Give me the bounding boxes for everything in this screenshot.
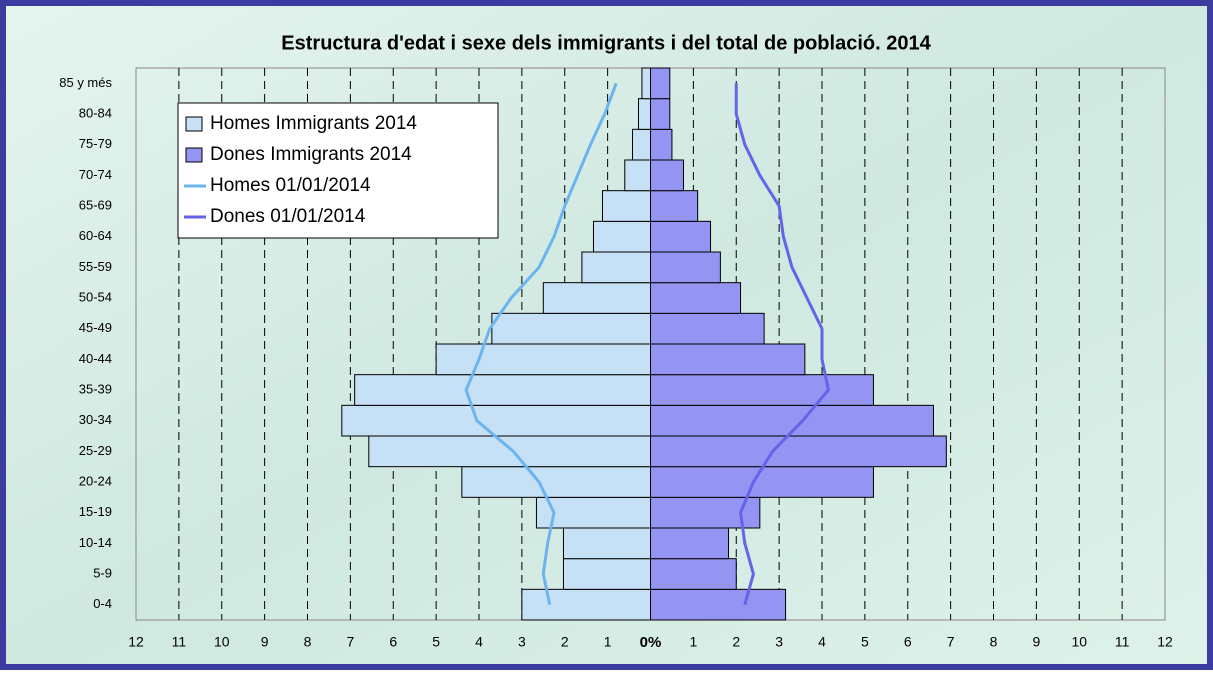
x-tick-label: 8	[990, 634, 998, 650]
x-tick-label: 10	[1071, 634, 1087, 650]
chart-title: Estructura d'edat i sexe dels immigrants…	[281, 32, 931, 54]
x-tick-label: 6	[389, 634, 397, 650]
y-tick-label: 35-39	[79, 381, 112, 396]
x-tick-label: 3	[518, 634, 526, 650]
bar	[632, 129, 650, 160]
legend: Homes Immigrants 2014 Dones Immigrants 20…	[178, 103, 498, 238]
x-tick-label: 11	[1115, 634, 1130, 650]
bar	[651, 344, 805, 375]
bar	[651, 283, 741, 314]
bar	[651, 160, 684, 191]
x-tick-label: 3	[775, 634, 783, 650]
bar	[563, 528, 650, 559]
bar	[651, 313, 765, 344]
bar	[651, 589, 786, 620]
x-tick-label: 12	[1157, 634, 1173, 650]
bar	[355, 375, 651, 406]
bar	[651, 375, 874, 406]
x-tick-label: 1	[604, 634, 612, 650]
y-tick-label: 55-59	[79, 259, 112, 274]
y-tick-label: 80-84	[79, 105, 112, 120]
x-tick-label: 0%	[640, 634, 662, 651]
x-tick-label: 11	[172, 634, 187, 650]
x-tick-label: 6	[904, 634, 912, 650]
x-tick-label: 2	[732, 634, 740, 650]
bar	[492, 313, 651, 344]
x-tick-label: 8	[304, 634, 312, 650]
x-tick-label: 4	[818, 634, 826, 650]
y-tick-label: 60-64	[79, 228, 112, 243]
bar	[642, 68, 651, 99]
y-tick-label: 50-54	[79, 289, 112, 304]
bar	[651, 252, 721, 283]
x-tick-label: 5	[432, 634, 440, 650]
x-tick-label: 9	[261, 634, 269, 650]
y-tick-label: 30-34	[79, 412, 112, 427]
bar	[651, 467, 874, 498]
bar	[436, 344, 650, 375]
x-tick-label: 7	[947, 634, 955, 650]
bar	[651, 129, 672, 160]
bar	[563, 559, 650, 590]
x-tick-label: 12	[128, 634, 144, 650]
bar	[651, 436, 947, 467]
y-tick-label: 65-69	[79, 197, 112, 212]
bar	[543, 283, 650, 314]
y-tick-label: 10-14	[79, 535, 112, 550]
y-tick-label: 0-4	[93, 596, 112, 611]
y-tick-label: 75-79	[79, 136, 112, 151]
x-tick-label: 9	[1032, 634, 1040, 650]
bar	[462, 467, 651, 498]
bar	[582, 252, 651, 283]
y-tick-label: 20-24	[79, 473, 112, 488]
bar	[593, 221, 650, 252]
bar	[651, 68, 670, 99]
y-tick-label: 40-44	[79, 351, 112, 366]
bar	[651, 191, 698, 222]
bar	[522, 589, 651, 620]
x-tick-label: 1	[689, 634, 697, 650]
y-tick-label: 25-29	[79, 443, 112, 458]
y-tick-label: 45-49	[79, 320, 112, 335]
legend-label: Dones 01/01/2014	[210, 206, 366, 227]
x-tick-label: 10	[214, 634, 230, 650]
bar	[369, 436, 651, 467]
y-tick-label: 70-74	[79, 167, 112, 182]
y-tick-label: 15-19	[79, 504, 112, 519]
bar	[651, 221, 711, 252]
x-tick-label: 4	[475, 634, 483, 650]
bar	[625, 160, 651, 191]
legend-swatch	[186, 148, 202, 162]
chart: Estructura d'edat i sexe dels immigrants…	[0, 0, 1213, 670]
legend-label: Homes 01/01/2014	[210, 175, 371, 196]
y-tick-label: 85 y més	[59, 75, 112, 90]
y-tick-label: 5-9	[93, 565, 112, 580]
page: Estructura d'edat i sexe dels immigrants…	[0, 0, 1213, 675]
bar	[651, 99, 670, 130]
legend-label: Dones Immigrants 2014	[210, 144, 412, 165]
bar	[342, 405, 651, 436]
legend-swatch	[186, 117, 202, 131]
bar	[602, 191, 650, 222]
x-tick-label: 2	[561, 634, 569, 650]
bar	[651, 559, 737, 590]
x-tick-label: 5	[861, 634, 869, 650]
bar	[651, 528, 729, 559]
x-tick-label: 7	[346, 634, 354, 650]
legend-label: Homes Immigrants 2014	[210, 113, 417, 134]
bar	[638, 99, 650, 130]
